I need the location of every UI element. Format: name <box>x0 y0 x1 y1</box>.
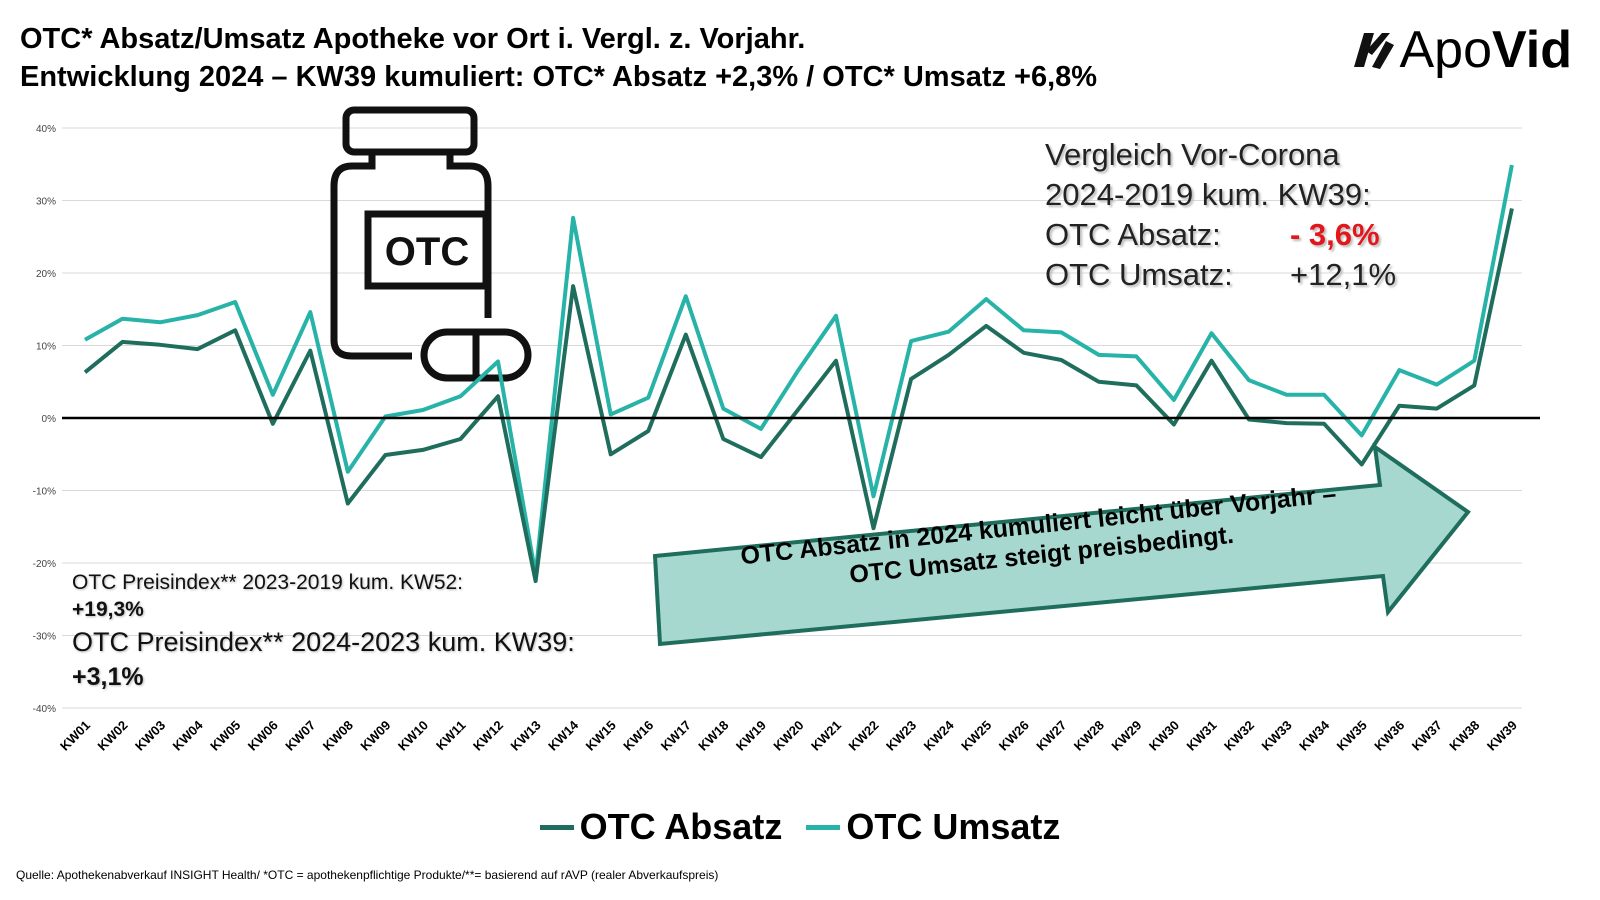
x-tick-label: KW09 <box>357 718 393 754</box>
y-tick-label: -20% <box>33 559 56 570</box>
compare-subheading: 2024-2019 kum. KW39: <box>1045 177 1371 212</box>
y-tick-label: 30% <box>36 197 56 208</box>
medicine-bottle-icon <box>330 106 532 382</box>
x-tick-label: KW01 <box>57 718 93 754</box>
x-tick-label: KW27 <box>1033 718 1069 754</box>
x-tick-label: KW04 <box>170 717 207 754</box>
x-tick-label: KW22 <box>846 718 882 754</box>
title-line-1: OTC* Absatz/Umsatz Apotheke vor Ort i. V… <box>20 23 806 55</box>
source-note: Quelle: Apothekenabverkauf INSIGHT Healt… <box>16 868 719 882</box>
otc-label: OTC <box>385 230 469 274</box>
x-tick-label: KW34 <box>1296 717 1333 754</box>
x-tick-label: KW38 <box>1446 718 1482 754</box>
x-tick-label: KW06 <box>245 718 281 754</box>
x-tick-label: KW07 <box>282 718 318 754</box>
legend-swatch-absatz <box>539 824 574 830</box>
x-tick-label: KW33 <box>1259 718 1295 754</box>
compare-absatz-row: OTC Absatz: - 3,6% <box>1045 215 1396 255</box>
x-axis-ticks: KW01 KW02 KW03 KW04 KW05 KW06 KW07 KW08 KW09 KW10… <box>57 717 1520 754</box>
compare-absatz-label: OTC Absatz: <box>1045 217 1221 252</box>
legend-item-absatz: OTC Absatz <box>539 806 783 848</box>
compare-umsatz-label: OTC Umsatz: <box>1045 257 1233 292</box>
preisindex-line-2: OTC Preisindex** 2024-2023 kum. KW39: <box>72 627 575 657</box>
x-tick-label: KW32 <box>1221 718 1257 754</box>
y-tick-label: 20% <box>36 269 56 280</box>
x-tick-label: KW24 <box>921 717 958 754</box>
preisindex-value-1: +19,3% <box>72 598 144 621</box>
x-tick-label: KW30 <box>1146 718 1182 754</box>
preisindex-line-1: OTC Preisindex** 2023-2019 kum. KW52: <box>72 571 464 594</box>
compare-absatz-value: - 3,6% <box>1290 217 1380 252</box>
x-tick-label: KW18 <box>695 718 731 754</box>
compare-umsatz-value: +12,1% <box>1290 257 1397 292</box>
x-tick-label: KW39 <box>1484 718 1520 754</box>
chart-legend: OTC Absatz OTC Umsatz <box>0 806 1600 848</box>
compare-umsatz-row: OTC Umsatz: +12,1% <box>1045 255 1396 295</box>
x-tick-label: KW14 <box>545 717 582 754</box>
x-tick-label: KW05 <box>207 718 243 754</box>
x-tick-label: KW36 <box>1371 718 1407 754</box>
y-tick-label: -30% <box>33 632 56 643</box>
logo-text-light: Apo <box>1399 21 1493 79</box>
legend-label-umsatz: OTC Umsatz <box>846 806 1061 847</box>
series-otc-umsatz <box>84 164 1514 577</box>
x-tick-label: KW23 <box>883 718 919 754</box>
x-tick-label: KW26 <box>996 718 1032 754</box>
y-tick-label: -40% <box>33 704 56 715</box>
title-line-2: Entwicklung 2024 – KW39 kumuliert: OTC* … <box>20 61 1098 93</box>
y-tick-label: 10% <box>36 342 56 353</box>
y-axis-ticks: 40% 30% 20% 10% 0% -10% -20% -30% -40% <box>33 124 56 715</box>
x-tick-label: KW08 <box>320 718 356 754</box>
series-otc-absatz <box>83 208 1514 584</box>
x-tick-label: KW28 <box>1071 718 1107 754</box>
logo-text-bold: Vid <box>1492 21 1572 79</box>
legend-swatch-umsatz <box>806 824 841 830</box>
x-tick-label: KW02 <box>95 718 131 754</box>
x-tick-label: KW03 <box>132 718 168 754</box>
x-tick-label: KW16 <box>620 718 656 754</box>
trend-arrow <box>652 442 1471 647</box>
y-tick-label: -10% <box>33 487 56 498</box>
x-tick-label: KW10 <box>395 718 431 754</box>
x-tick-label: KW12 <box>470 718 506 754</box>
apovid-logo: ApoVid <box>1352 18 1573 82</box>
price-index-note: OTC Preisindex** 2023-2019 kum. KW52: +1… <box>72 570 575 694</box>
x-tick-label: KW35 <box>1334 718 1370 754</box>
x-tick-label: KW19 <box>733 718 769 754</box>
logo-mark-icon <box>1353 33 1394 69</box>
y-tick-label: 0% <box>42 414 57 425</box>
x-tick-label: KW37 <box>1409 718 1445 754</box>
logo-text: ApoVid <box>1400 20 1573 80</box>
x-tick-label: KW21 <box>808 718 844 754</box>
preisindex-value-2: +3,1% <box>72 663 144 691</box>
x-tick-label: KW11 <box>433 718 469 754</box>
x-tick-label: KW25 <box>958 718 994 754</box>
x-tick-label: KW31 <box>1183 718 1219 754</box>
chart-title: OTC* Absatz/Umsatz Apotheke vor Ort i. V… <box>20 20 1097 96</box>
x-tick-label: KW15 <box>583 718 619 754</box>
legend-label-absatz: OTC Absatz <box>579 806 783 847</box>
compare-heading: Vergleich Vor-Corona <box>1045 137 1340 172</box>
pre-corona-comparison: Vergleich Vor-Corona 2024-2019 kum. KW39… <box>1045 135 1396 295</box>
x-tick-label: KW29 <box>1108 718 1144 754</box>
x-tick-label: KW17 <box>658 718 694 754</box>
y-tick-label: 40% <box>36 124 56 135</box>
x-tick-label: KW20 <box>770 718 806 754</box>
legend-item-umsatz: OTC Umsatz <box>806 806 1060 848</box>
x-tick-label: KW13 <box>508 718 544 754</box>
